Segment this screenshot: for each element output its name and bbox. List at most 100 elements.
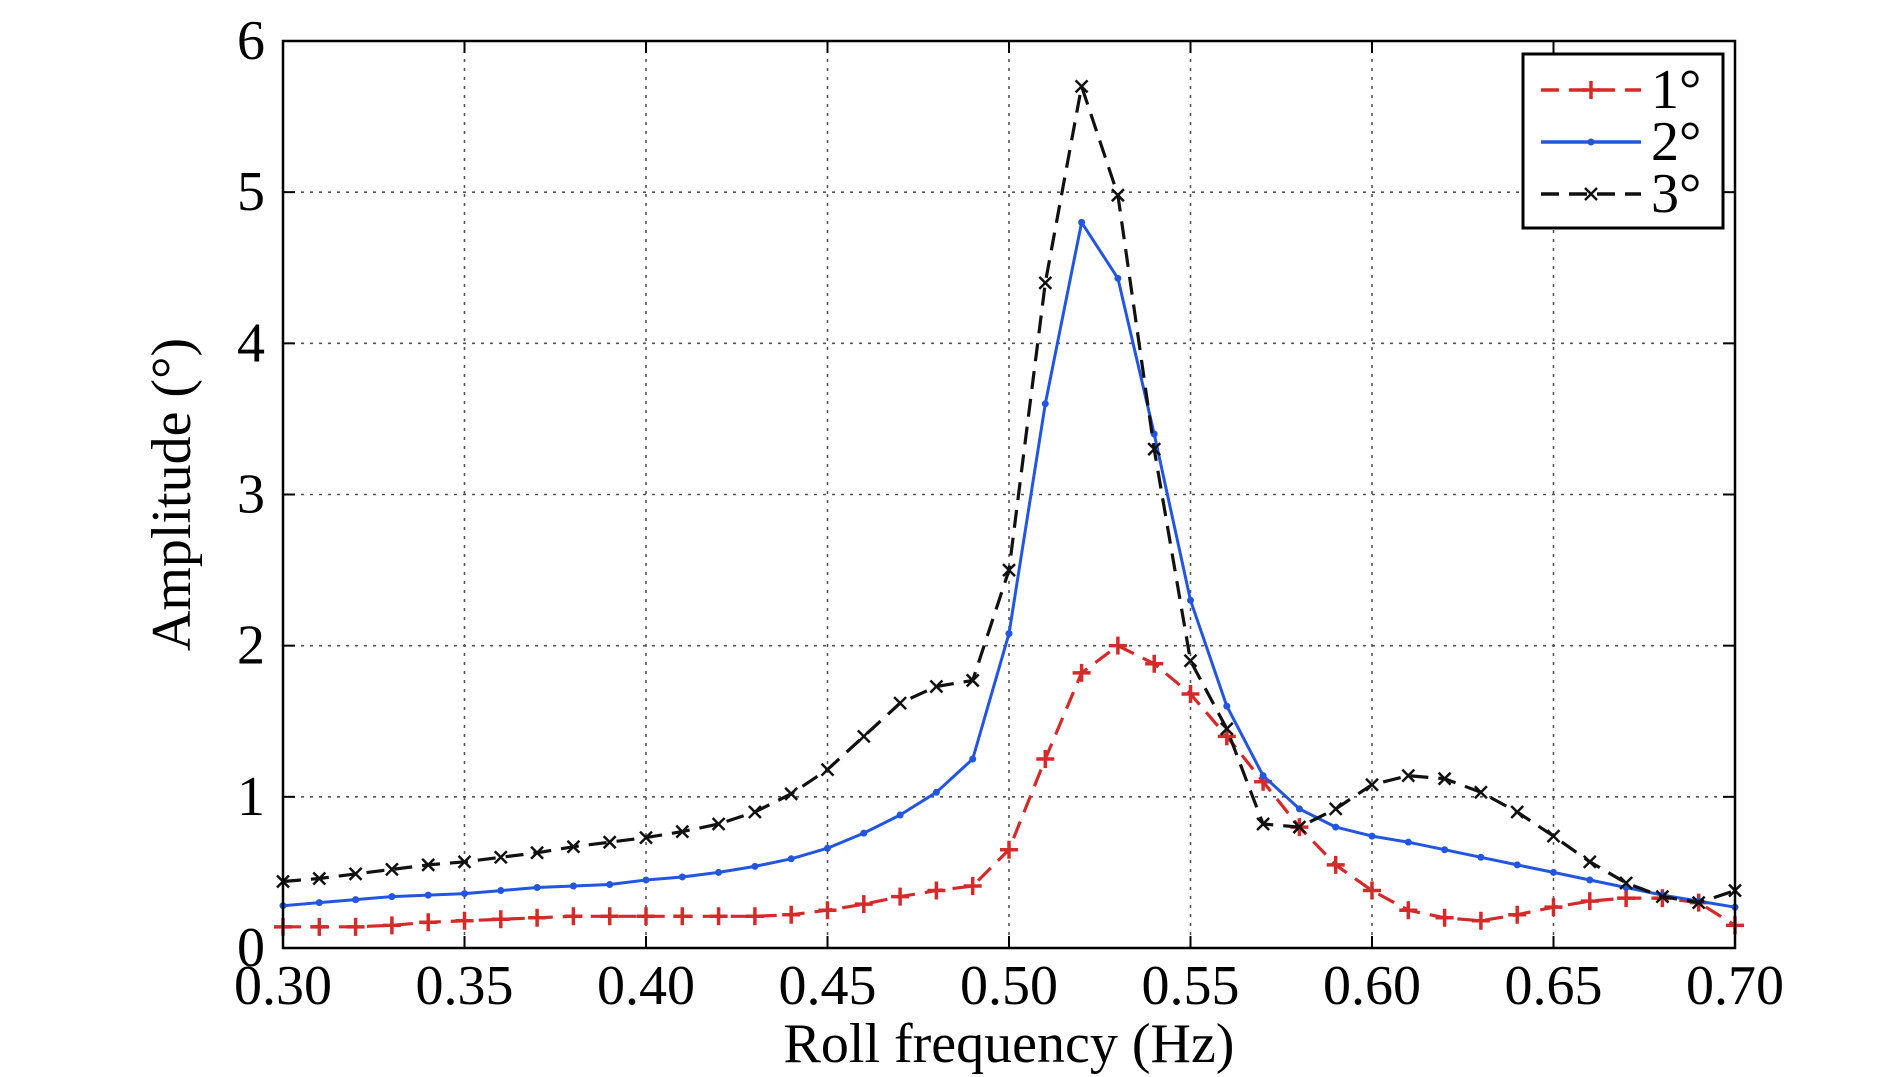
plot-series [274, 79, 1744, 936]
data-point [493, 850, 508, 865]
data-point [856, 729, 871, 744]
x-axis-label: Roll frequency (Hz) [784, 1013, 1235, 1075]
x-tick-label: 0.35 [416, 955, 514, 1017]
data-point [1365, 777, 1379, 792]
data-point [346, 917, 365, 936]
x-tick-label: 0.65 [1505, 955, 1603, 1017]
data-point [711, 817, 726, 831]
data-point [1508, 905, 1527, 924]
data-point [1510, 805, 1525, 819]
data-point [818, 901, 837, 920]
y-tick-label: 0 [237, 917, 265, 979]
data-point [1078, 218, 1086, 226]
data-point [642, 876, 650, 884]
data-point [1000, 840, 1018, 859]
data-point [854, 895, 873, 914]
data-point [455, 911, 474, 930]
data-point [1036, 750, 1055, 769]
y-tick-label: 4 [237, 312, 265, 374]
data-point [1259, 772, 1267, 780]
data-point [787, 855, 795, 863]
data-point [1038, 275, 1053, 290]
y-axis-label: Amplitude (°) [141, 338, 203, 651]
data-point [1295, 805, 1303, 813]
data-point [1586, 876, 1594, 884]
data-point [1441, 846, 1449, 854]
data-point [1399, 901, 1418, 920]
data-point [1072, 663, 1091, 682]
data-point [1187, 596, 1194, 604]
data-point [751, 862, 759, 870]
data-point [1401, 768, 1416, 783]
data-point [782, 905, 801, 924]
data-point [1041, 400, 1049, 408]
data-point [1580, 892, 1599, 911]
data-point [1256, 817, 1270, 831]
x-tick-label: 0.55 [1142, 955, 1240, 1017]
data-point [1328, 802, 1343, 816]
data-point [639, 830, 653, 845]
y-tick-label: 5 [237, 161, 265, 223]
data-point [1368, 832, 1376, 840]
data-point [497, 887, 505, 895]
data-point [1332, 823, 1340, 831]
x-tick-label: 0.70 [1686, 955, 1784, 1017]
x-tick-label: 0.40 [597, 955, 695, 1017]
x-tick-label: 0.45 [779, 955, 877, 1017]
data-point [1655, 889, 1670, 904]
legend-label: 3° [1651, 163, 1701, 225]
data-point [1114, 274, 1122, 282]
data-point [600, 907, 619, 926]
data-point [566, 839, 581, 854]
series-1° [274, 636, 1744, 936]
data-point [1363, 881, 1381, 900]
data-point [1471, 911, 1490, 930]
data-point [312, 871, 327, 886]
data-point [860, 829, 868, 837]
data-point [1219, 721, 1234, 736]
data-point [678, 873, 686, 881]
data-point [1550, 868, 1557, 876]
data-point [1617, 889, 1636, 908]
data-point [528, 908, 547, 927]
data-point [530, 845, 544, 860]
data-point [1437, 771, 1452, 786]
data-point [424, 891, 432, 899]
y-tick-label: 1 [237, 766, 265, 828]
data-point [352, 896, 360, 904]
data-point [315, 899, 323, 907]
data-point [1292, 820, 1307, 834]
x-tick-label: 0.50 [960, 955, 1058, 1017]
data-point [1145, 654, 1164, 673]
data-point [1002, 563, 1016, 577]
data-point [1181, 685, 1200, 704]
data-point [1584, 187, 1598, 201]
data-point [606, 881, 614, 889]
data-point [1404, 838, 1412, 846]
data-point [1111, 188, 1125, 203]
series-3° [276, 79, 1742, 910]
data-point [1619, 876, 1633, 890]
data-point [709, 907, 728, 926]
data-point [963, 877, 982, 896]
data-point [421, 857, 436, 872]
data-point [896, 811, 904, 819]
data-point [419, 913, 438, 932]
series-line [283, 644, 1736, 929]
legend-item: 3° [1541, 163, 1701, 225]
legend-label: 1° [1651, 59, 1701, 121]
y-tick-label: 3 [237, 464, 265, 526]
x-tick-label: 0.60 [1323, 955, 1421, 1017]
data-point [748, 805, 762, 819]
data-point [1546, 829, 1561, 844]
data-point [1587, 138, 1595, 146]
data-point [1582, 81, 1600, 99]
data-point [824, 844, 831, 852]
x-tick-label: 0.30 [234, 955, 332, 1017]
data-point [969, 755, 977, 763]
data-point [932, 788, 940, 796]
data-point [564, 907, 583, 926]
legend: 1°2°3° [1521, 52, 1725, 230]
data-point [457, 854, 472, 869]
data-point [927, 881, 946, 900]
